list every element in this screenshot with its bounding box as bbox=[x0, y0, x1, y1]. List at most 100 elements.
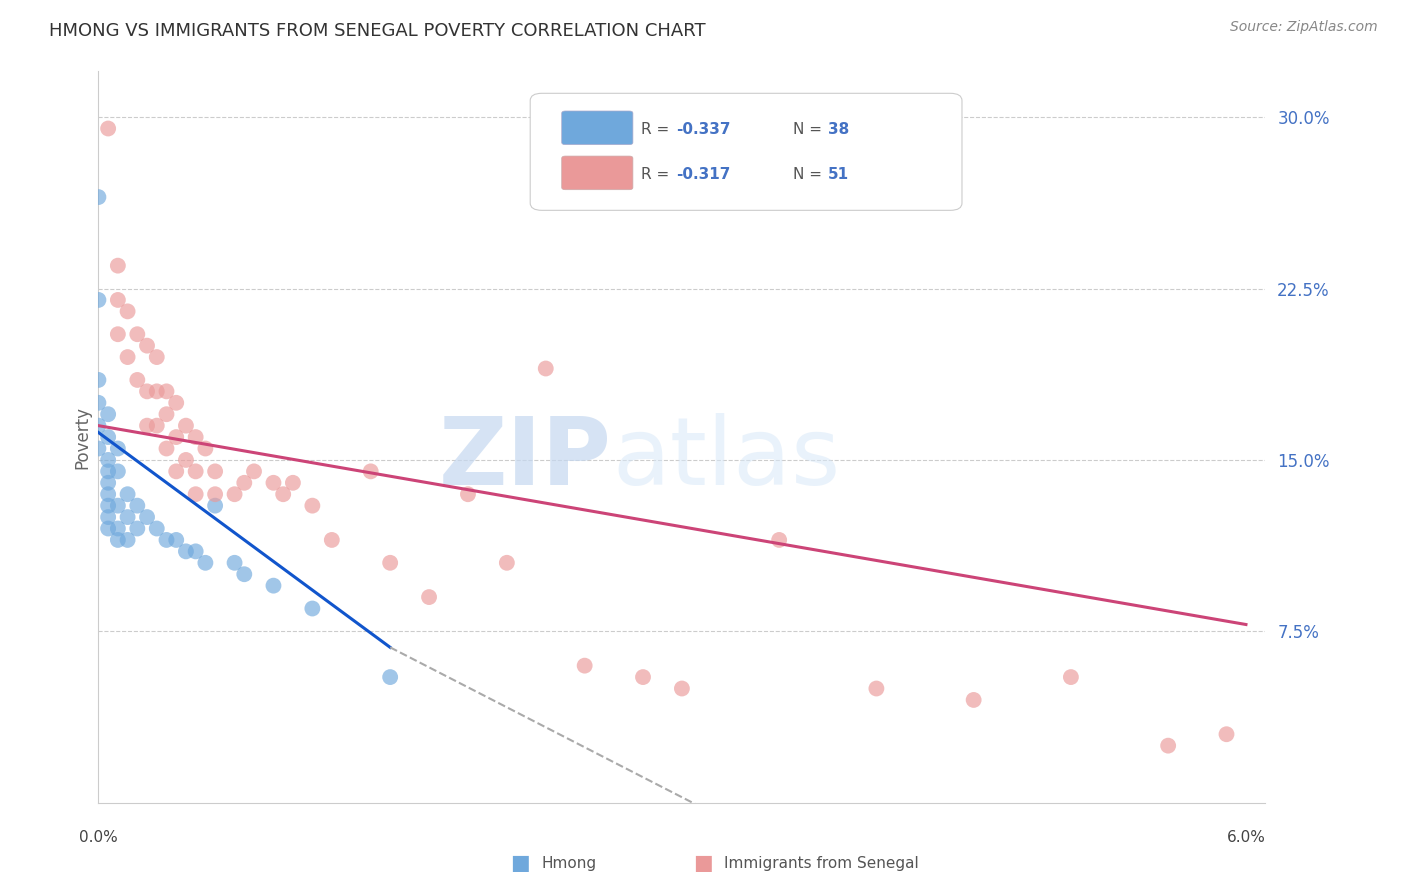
Point bbox=[262, 579, 284, 593]
Point bbox=[184, 430, 207, 444]
Point bbox=[194, 556, 217, 570]
Point bbox=[107, 521, 129, 535]
Point bbox=[127, 327, 149, 342]
Point bbox=[97, 510, 120, 524]
FancyBboxPatch shape bbox=[562, 156, 633, 190]
Point bbox=[136, 384, 159, 399]
Point bbox=[768, 533, 790, 547]
Text: R =: R = bbox=[641, 122, 675, 136]
Point bbox=[378, 556, 402, 570]
Point bbox=[146, 350, 169, 364]
FancyBboxPatch shape bbox=[530, 94, 962, 211]
FancyBboxPatch shape bbox=[562, 111, 633, 145]
Point bbox=[184, 544, 207, 558]
Point bbox=[233, 567, 256, 582]
Point bbox=[136, 418, 159, 433]
Point bbox=[97, 430, 120, 444]
Point bbox=[204, 487, 226, 501]
Point bbox=[262, 475, 284, 490]
Point bbox=[97, 407, 120, 421]
Point bbox=[418, 590, 440, 604]
Point bbox=[1215, 727, 1237, 741]
Point bbox=[1157, 739, 1180, 753]
Point bbox=[136, 510, 159, 524]
Point bbox=[87, 442, 110, 456]
Point bbox=[865, 681, 887, 696]
Text: -0.337: -0.337 bbox=[676, 122, 731, 136]
Text: N =: N = bbox=[793, 167, 827, 182]
Point bbox=[155, 533, 177, 547]
Text: R =: R = bbox=[641, 167, 675, 182]
Point bbox=[321, 533, 343, 547]
Point bbox=[127, 499, 149, 513]
Point bbox=[127, 521, 149, 535]
Point bbox=[146, 521, 169, 535]
Text: ■: ■ bbox=[693, 854, 713, 873]
Point bbox=[194, 442, 217, 456]
Point bbox=[107, 499, 129, 513]
Point bbox=[574, 658, 596, 673]
Point bbox=[117, 350, 139, 364]
Point bbox=[107, 533, 129, 547]
Point bbox=[165, 464, 187, 478]
Point bbox=[107, 442, 129, 456]
Point bbox=[962, 693, 984, 707]
Point bbox=[87, 373, 110, 387]
Point bbox=[136, 338, 159, 352]
Text: -0.317: -0.317 bbox=[676, 167, 731, 182]
Point bbox=[165, 533, 187, 547]
Point bbox=[1060, 670, 1083, 684]
Point bbox=[224, 487, 246, 501]
Text: Immigrants from Senegal: Immigrants from Senegal bbox=[724, 856, 920, 871]
Point bbox=[146, 384, 169, 399]
Point bbox=[360, 464, 382, 478]
Point bbox=[87, 396, 110, 410]
Point bbox=[155, 384, 177, 399]
Point bbox=[117, 487, 139, 501]
Text: 38: 38 bbox=[828, 122, 849, 136]
Point bbox=[107, 259, 129, 273]
Point bbox=[165, 430, 187, 444]
Point bbox=[117, 304, 139, 318]
Point bbox=[97, 121, 120, 136]
Point bbox=[146, 418, 169, 433]
Point bbox=[184, 464, 207, 478]
Text: ■: ■ bbox=[510, 854, 530, 873]
Point bbox=[233, 475, 256, 490]
Point bbox=[174, 418, 197, 433]
Point bbox=[97, 464, 120, 478]
Text: Hmong: Hmong bbox=[541, 856, 596, 871]
Point bbox=[184, 487, 207, 501]
Point bbox=[155, 442, 177, 456]
Text: Source: ZipAtlas.com: Source: ZipAtlas.com bbox=[1230, 20, 1378, 34]
Text: ZIP: ZIP bbox=[439, 413, 612, 505]
Point bbox=[671, 681, 693, 696]
Point bbox=[87, 293, 110, 307]
Point bbox=[224, 556, 246, 570]
Text: HMONG VS IMMIGRANTS FROM SENEGAL POVERTY CORRELATION CHART: HMONG VS IMMIGRANTS FROM SENEGAL POVERTY… bbox=[49, 22, 706, 40]
Point bbox=[174, 453, 197, 467]
Point bbox=[301, 499, 323, 513]
Point bbox=[97, 487, 120, 501]
Point bbox=[378, 670, 402, 684]
Text: 6.0%: 6.0% bbox=[1226, 830, 1265, 846]
Point bbox=[495, 556, 517, 570]
Point bbox=[174, 544, 197, 558]
Point bbox=[107, 293, 129, 307]
Point bbox=[117, 510, 139, 524]
Point bbox=[457, 487, 479, 501]
Point bbox=[107, 464, 129, 478]
Point bbox=[107, 327, 129, 342]
Point bbox=[204, 499, 226, 513]
Text: 51: 51 bbox=[828, 167, 849, 182]
Point bbox=[271, 487, 294, 501]
Y-axis label: Poverty: Poverty bbox=[73, 406, 91, 468]
Point bbox=[301, 601, 323, 615]
Point bbox=[127, 373, 149, 387]
Point bbox=[165, 396, 187, 410]
Point bbox=[97, 499, 120, 513]
Text: N =: N = bbox=[793, 122, 827, 136]
Point bbox=[204, 464, 226, 478]
Text: 0.0%: 0.0% bbox=[79, 830, 118, 846]
Point bbox=[97, 475, 120, 490]
